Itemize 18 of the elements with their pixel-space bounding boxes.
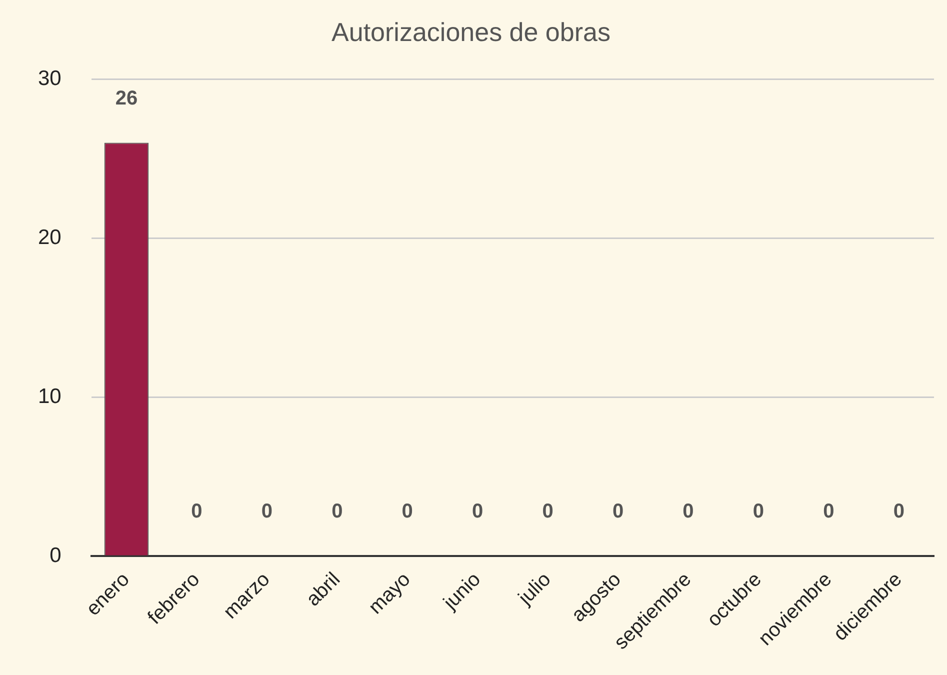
y-tick-label: 20: [38, 226, 62, 249]
y-tick-label: 30: [38, 66, 62, 90]
data-label: 0: [682, 500, 694, 523]
data-label: 0: [893, 500, 904, 523]
data-label: 0: [191, 500, 202, 523]
y-tick-label: 0: [50, 544, 62, 567]
data-label: 0: [332, 500, 343, 523]
data-label: 0: [542, 500, 554, 523]
data-label: 0: [752, 500, 764, 523]
chart-title: Autorizaciones de obras: [332, 16, 610, 47]
data-label: 0: [402, 500, 413, 523]
x-tick-label: julio: [514, 568, 556, 610]
y-tick-label: 10: [38, 384, 62, 408]
data-label: 26: [115, 87, 138, 110]
data-label: 0: [261, 500, 272, 523]
data-label: 0: [472, 500, 484, 523]
data-label: 0: [612, 500, 624, 523]
data-label: 0: [823, 500, 834, 523]
